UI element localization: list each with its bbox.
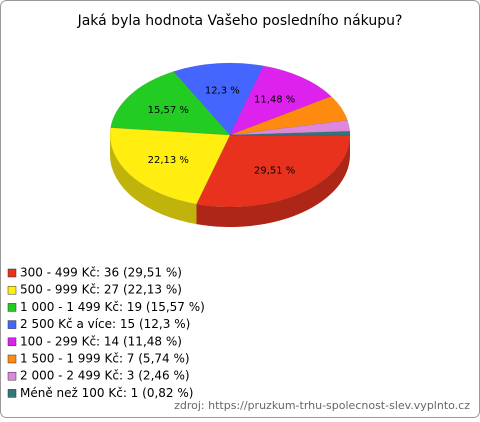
legend-label: 500 - 999 Kč: 27 (22,13 %): [20, 283, 182, 297]
legend-swatch: [7, 371, 17, 381]
slice: [229, 65, 332, 136]
legend-label: 1 500 - 1 999 Kč: 7 (5,74 %): [20, 352, 190, 366]
slice: [196, 134, 351, 208]
source: zdroj: https://pruzkum-trhu-spolecnost-s…: [174, 399, 470, 412]
slice-side: [196, 135, 350, 228]
chart-title: Jaká byla hodnota Vašeho posledního náku…: [77, 13, 403, 29]
legend-label: 300 - 499 Kč: 36 (29,51 %): [20, 266, 182, 280]
value-label: 12,3 %: [205, 86, 240, 97]
slice: [173, 62, 264, 136]
legend-swatch: [7, 268, 17, 278]
value-label: 29,51 %: [254, 166, 295, 177]
legend-label: 2 500 Kč a více: 15 (12,3 %): [20, 317, 190, 331]
legend-swatch: [7, 337, 17, 347]
legend-swatch: [7, 389, 17, 398]
legend-label: 2 000 - 2 499 Kč: 3 (2,46 %): [20, 369, 190, 383]
slice-side: [110, 135, 197, 225]
slice: [229, 96, 348, 136]
legend-label: 100 - 299 Kč: 14 (11,48 %): [20, 334, 182, 348]
slice: [229, 119, 351, 136]
legend-swatch: [7, 320, 17, 329]
value-label: 22,13 %: [148, 155, 189, 166]
legend-swatch: [7, 354, 17, 364]
legend-swatch: [7, 285, 17, 295]
slice: [229, 131, 351, 136]
slice: [109, 127, 231, 205]
legend-swatch: [7, 303, 17, 312]
value-label: 15,57 %: [148, 105, 189, 116]
legend-label: Méně než 100 Kč: 1 (0,82 %): [20, 386, 193, 400]
slice: [110, 71, 231, 136]
legend-label: 1 000 - 1 499 Kč: 19 (15,57 %): [20, 300, 205, 314]
value-label: 11,48 %: [254, 94, 295, 105]
